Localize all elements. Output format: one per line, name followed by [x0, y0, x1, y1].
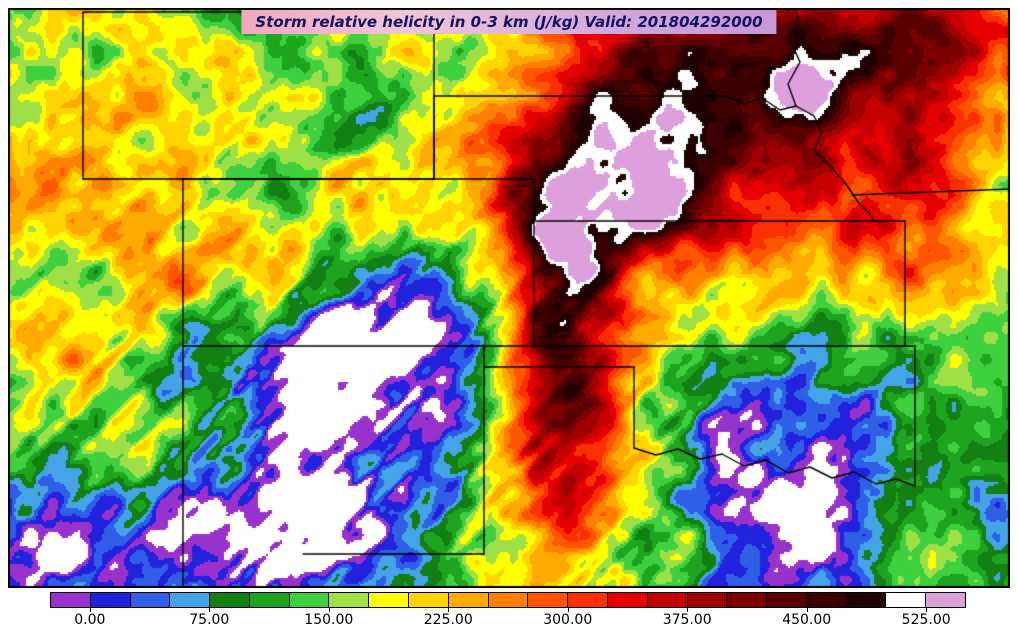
- colorbar-tick-label: 150.00: [304, 612, 354, 628]
- colorbar-segment: [329, 593, 370, 607]
- colorbar-segment: [886, 593, 927, 607]
- plot-title: Storm relative helicity in 0-3 km (J/kg)…: [241, 10, 777, 34]
- colorbar-segment: [687, 593, 728, 607]
- colorbar-ticks: [50, 608, 966, 613]
- colorbar-segment: [926, 593, 965, 607]
- colorbar-tick: [926, 608, 928, 612]
- colorbar-segment: [51, 593, 91, 607]
- colorbar-segment: [727, 593, 768, 607]
- colorbar-tick-label: 525.00: [901, 612, 951, 628]
- colorbar-segment: [409, 593, 449, 607]
- colorbar-tick: [209, 608, 211, 612]
- colorbar-tick-label: 75.00: [189, 612, 230, 628]
- colorbar-segment: [767, 593, 807, 607]
- colorbar-segment: [528, 593, 569, 607]
- colorbar-segment: [289, 593, 330, 607]
- colorbar-segment: [369, 593, 410, 607]
- colorbar: [50, 592, 966, 608]
- colorbar-tick-label: 375.00: [662, 612, 712, 628]
- colorbar-tick: [89, 608, 91, 612]
- colorbar-segment: [806, 593, 847, 607]
- colorbar-segment: [448, 593, 489, 607]
- colorbar-tick: [567, 608, 569, 612]
- map-frame: Storm relative helicity in 0-3 km (J/kg)…: [8, 8, 1010, 588]
- colorbar-segment: [846, 593, 887, 607]
- colorbar-segment: [647, 593, 688, 607]
- colorbar-segment: [90, 593, 131, 607]
- colorbar-segment: [488, 593, 529, 607]
- colorbar-tick-labels: 0.00 75.00 150.00 225.00 300.00 375.00 450.00 5…: [50, 612, 966, 630]
- colorbar-segment: [568, 593, 608, 607]
- colorbar-tick-label: 225.00: [423, 612, 473, 628]
- helicity-field-map: [8, 8, 1010, 588]
- colorbar-segment: [210, 593, 250, 607]
- colorbar-tick: [328, 608, 330, 612]
- colorbar-tick-label: 300.00: [543, 612, 593, 628]
- colorbar-tick: [448, 608, 450, 612]
- colorbar-tick: [806, 608, 808, 612]
- colorbar-segment: [249, 593, 290, 607]
- colorbar-segment: [170, 593, 211, 607]
- colorbar-segment: [607, 593, 648, 607]
- colorbar-segment: [130, 593, 171, 607]
- colorbar-tick-label: 450.00: [782, 612, 832, 628]
- colorbar-tick: [687, 608, 689, 612]
- colorbar-tick-label: 0.00: [74, 612, 106, 628]
